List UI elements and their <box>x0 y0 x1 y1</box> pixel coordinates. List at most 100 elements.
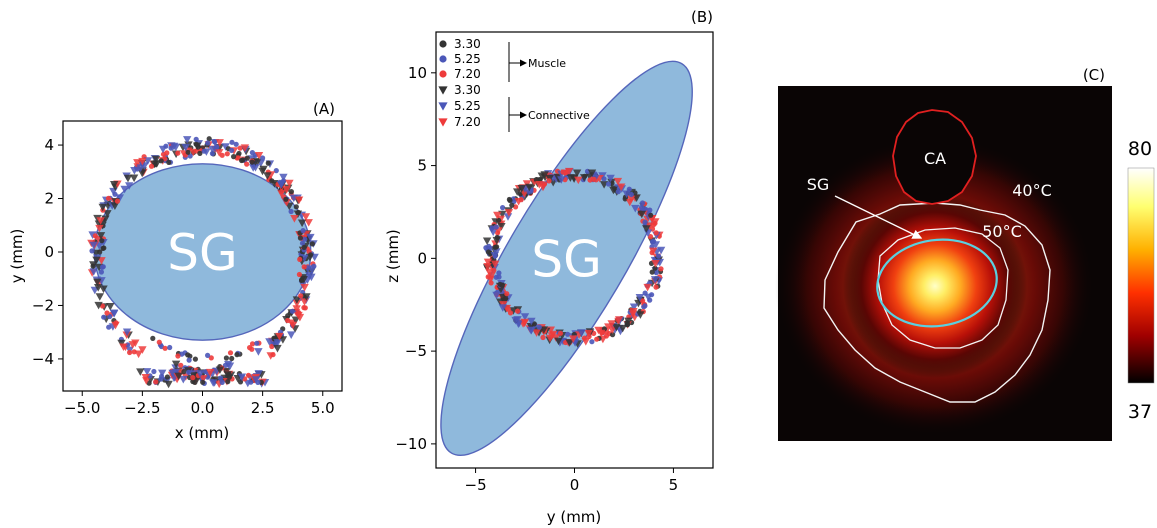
data-point <box>244 161 250 167</box>
data-triangle <box>644 293 653 302</box>
data-point <box>293 204 299 210</box>
legend-label-4: 3.30 <box>454 83 481 97</box>
data-triangle <box>496 285 505 294</box>
data-point <box>265 160 271 166</box>
data-triangle <box>120 185 129 194</box>
data-triangle <box>122 328 132 337</box>
data-triangle <box>651 260 660 268</box>
data-triangle <box>96 217 105 225</box>
data-triangle <box>285 179 294 188</box>
data-point <box>206 136 212 142</box>
data-point <box>587 177 593 183</box>
data-point <box>497 281 503 287</box>
x-tick-label: 0 <box>570 476 580 494</box>
data-point <box>99 238 105 244</box>
data-triangle <box>608 326 617 334</box>
data-point <box>192 356 198 362</box>
data-point <box>193 136 199 142</box>
data-point <box>206 368 215 377</box>
data-triangle <box>123 174 133 183</box>
data-point <box>186 369 192 375</box>
data-point <box>192 379 198 385</box>
data-point <box>254 340 260 346</box>
data-point <box>531 321 537 327</box>
data-triangle <box>273 344 282 353</box>
data-point <box>533 177 540 183</box>
data-point <box>201 148 207 154</box>
data-point <box>179 351 185 357</box>
data-point <box>200 379 206 385</box>
data-point <box>158 158 164 164</box>
data-triangle <box>171 360 181 369</box>
data-triangle <box>215 139 224 147</box>
data-point <box>167 344 173 351</box>
legend-b: 3.30 5.25 7.20 3.30 5.25 7.20 Muscle Con… <box>438 37 590 132</box>
data-point <box>647 207 653 213</box>
legend-marker <box>439 40 447 48</box>
data-point <box>302 305 308 311</box>
heat-core <box>843 194 1027 378</box>
x-tick-label: −5.0 <box>64 399 100 417</box>
data-point <box>505 306 511 312</box>
data-point <box>591 176 597 182</box>
ca-outline <box>892 109 977 205</box>
data-point <box>218 375 224 381</box>
data-point <box>288 189 294 195</box>
data-triangle <box>584 329 593 338</box>
data-triangle <box>594 326 603 335</box>
data-triangle <box>624 317 633 326</box>
data-point <box>249 159 255 165</box>
y-tick-label: −2 <box>32 296 54 314</box>
data-point <box>504 291 510 297</box>
data-triangle <box>95 293 104 301</box>
data-point <box>518 197 524 203</box>
data-triangle <box>631 204 640 213</box>
data-point <box>229 139 235 145</box>
data-point <box>515 308 521 314</box>
data-triangle <box>527 317 536 326</box>
data-triangle <box>301 213 311 221</box>
data-triangle <box>97 257 106 265</box>
data-point <box>159 373 165 379</box>
data-triangle <box>497 223 506 231</box>
data-triangle <box>254 348 263 356</box>
data-point <box>652 265 658 271</box>
panel-a-label: (A) <box>313 100 335 118</box>
data-point <box>639 200 646 206</box>
data-point <box>289 308 295 314</box>
data-point <box>658 266 664 272</box>
data-point <box>269 343 275 350</box>
data-triangle <box>133 159 142 167</box>
data-point <box>92 233 98 239</box>
data-point <box>615 189 621 195</box>
data-point <box>642 303 648 309</box>
data-point <box>299 240 306 246</box>
y-tick-label: 2 <box>44 190 54 208</box>
data-point <box>185 352 191 358</box>
data-point <box>195 370 205 378</box>
data-point <box>640 298 646 304</box>
data-point <box>299 277 305 283</box>
data-point <box>245 372 252 378</box>
data-triangle <box>282 186 291 194</box>
data-triangle <box>96 232 106 240</box>
panel-c: (C) CA SG 40°C 50°C 80 37 <box>775 66 1155 441</box>
data-triangle <box>288 321 298 330</box>
data-triangle <box>215 149 224 157</box>
data-triangle <box>628 310 638 318</box>
data-point <box>237 145 243 151</box>
data-triangle <box>273 339 282 347</box>
data-point <box>150 335 156 341</box>
data-triangle <box>643 283 652 292</box>
data-triangle <box>129 174 139 183</box>
data-point <box>211 139 217 145</box>
legend-markers <box>438 40 448 127</box>
data-point <box>225 379 231 385</box>
data-point <box>249 341 256 347</box>
data-triangle <box>215 366 225 374</box>
legend-marker <box>438 86 448 95</box>
data-point <box>244 155 250 161</box>
data-triangle <box>103 210 112 218</box>
data-triangle <box>492 236 501 245</box>
data-point <box>300 228 306 234</box>
